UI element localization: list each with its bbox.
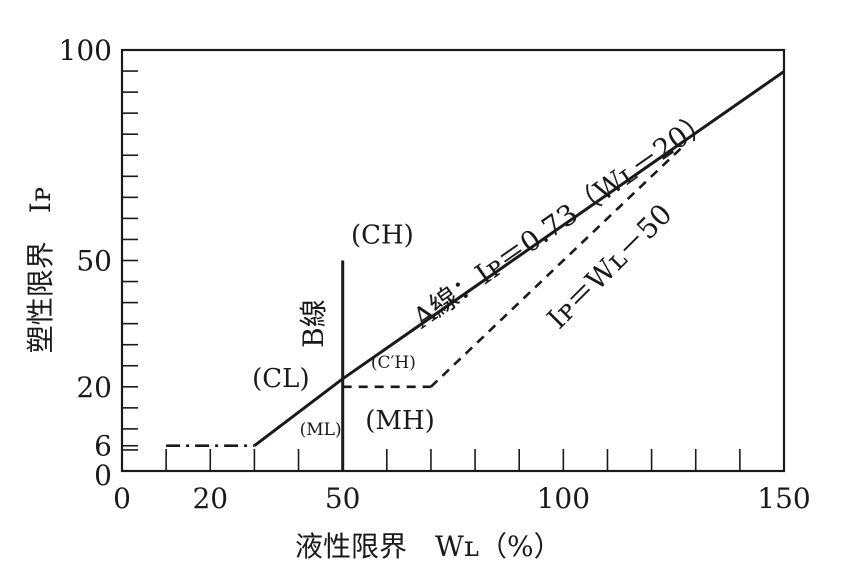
- region-label-2: (MH): [365, 406, 435, 436]
- x-tick-label-20: 20: [192, 482, 228, 515]
- x-tick-label-100: 100: [537, 482, 590, 515]
- region-label-4: (C′H): [371, 353, 416, 373]
- region-label-3: (ML): [300, 420, 342, 440]
- annotation-label-0: B線: [297, 299, 330, 348]
- x-tick-label-50: 50: [325, 482, 361, 515]
- region-label-0: (CH): [351, 221, 414, 251]
- y-tick-label-20: 20: [76, 371, 112, 404]
- labels-group: (CH)(CL)(MH)(ML)(C′H)B線 A線：Iᴘ＝0.73（Wʟ－20）…: [252, 103, 718, 440]
- region-label-1: (CL): [252, 364, 309, 394]
- y-tick-label-0: 0: [94, 459, 112, 492]
- plot-frame: 0 20 50 100 150 06 20 50 100: [59, 34, 811, 515]
- y-tick-label-50: 50: [76, 245, 112, 278]
- y-axis-title: 塑性限界 Iᴘ: [24, 187, 57, 354]
- x-tick-label-150: 150: [757, 482, 810, 515]
- series-group: [166, 70, 785, 471]
- series-line-2: [430, 145, 684, 388]
- y-tick-label-6: 6: [94, 430, 112, 463]
- x-axis-title: 液性限界 Wʟ（%）: [295, 530, 562, 563]
- y-tick-label-100: 100: [59, 34, 112, 67]
- x-tick-label-0: 0: [113, 482, 131, 515]
